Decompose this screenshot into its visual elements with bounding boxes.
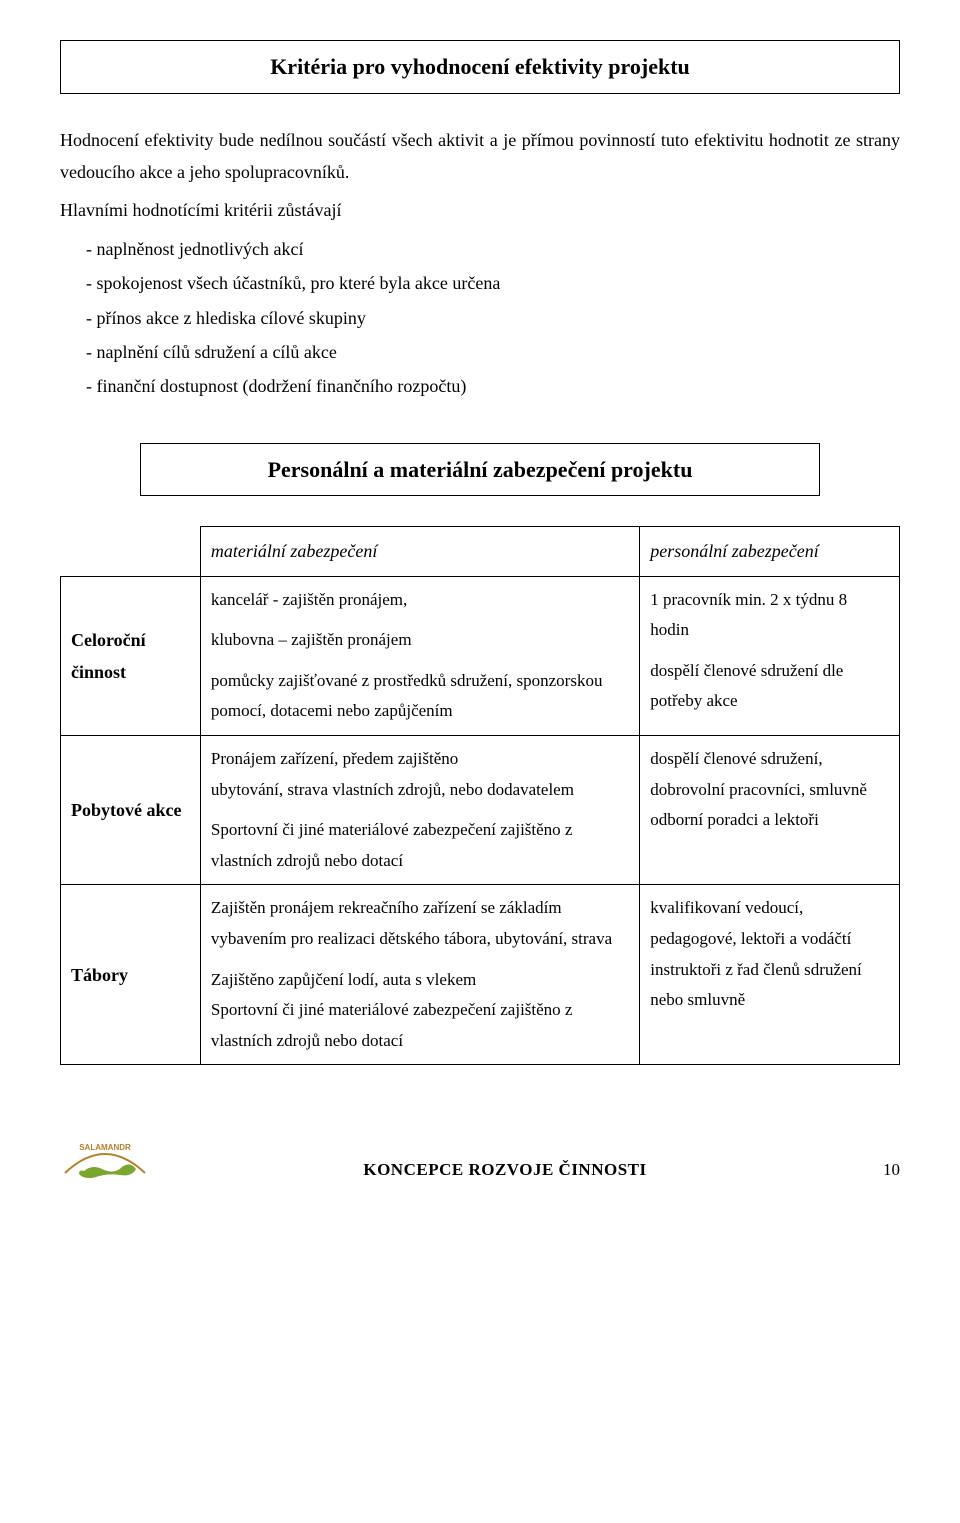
col-header-material: materiální zabezpečení bbox=[200, 527, 639, 576]
cell-text: Zajištěno zapůjčení lodí, auta s vlekem bbox=[211, 965, 629, 996]
cell-text: dospělí členové sdružení dle potřeby akc… bbox=[650, 656, 889, 717]
cell-material: Pronájem zařízení, předem zajištěno ubyt… bbox=[200, 736, 639, 885]
cell-text: kvalifikovaní vedoucí, pedagogové, lekto… bbox=[650, 893, 889, 1015]
intro-paragraph-2: Hlavními hodnotícími kritérii zůstávají bbox=[60, 194, 900, 226]
intro-paragraph-1: Hodnocení efektivity bude nedílnou součá… bbox=[60, 124, 900, 189]
table-corner-blank bbox=[61, 527, 201, 576]
cell-text: kancelář - zajištěn pronájem, bbox=[211, 585, 629, 616]
cell-personal: kvalifikovaní vedoucí, pedagogové, lekto… bbox=[640, 885, 900, 1065]
cell-material: Zajištěn pronájem rekreačního zařízení s… bbox=[200, 885, 639, 1065]
row-label-pobytove: Pobytové akce bbox=[61, 736, 201, 885]
criteria-item: naplněnost jednotlivých akcí bbox=[60, 233, 900, 265]
criteria-item: spokojenost všech účastníků, pro které b… bbox=[60, 267, 900, 299]
cell-personal: dospělí členové sdružení, dobrovolní pra… bbox=[640, 736, 900, 885]
cell-material: kancelář - zajištěn pronájem, klubovna –… bbox=[200, 576, 639, 735]
cell-text: pomůcky zajišťované z prostředků sdružen… bbox=[211, 666, 629, 727]
criteria-item: naplnění cílů sdružení a cílů akce bbox=[60, 336, 900, 368]
cell-text: klubovna – zajištěn pronájem bbox=[211, 625, 629, 656]
heading-resources: Personální a materiální zabezpečení proj… bbox=[140, 443, 820, 497]
criteria-list: naplněnost jednotlivých akcí spokojenost… bbox=[60, 233, 900, 403]
cell-text: Sportovní či jiné materiálové zabezpečen… bbox=[211, 815, 629, 876]
criteria-item: finanční dostupnost (dodržení finančního… bbox=[60, 370, 900, 402]
footer-title: KONCEPCE ROZVOJE ČINNOSTI bbox=[363, 1155, 646, 1186]
cell-text: ubytování, strava vlastních zdrojů, nebo… bbox=[211, 775, 629, 806]
col-header-personal: personální zabezpečení bbox=[640, 527, 900, 576]
cell-personal: 1 pracovník min. 2 x týdnu 8 hodin dospě… bbox=[640, 576, 900, 735]
cell-text: Pronájem zařízení, předem zajištěno bbox=[211, 744, 629, 775]
cell-text: 1 pracovník min. 2 x týdnu 8 hodin bbox=[650, 585, 889, 646]
table-row: Pobytové akce Pronájem zařízení, předem … bbox=[61, 736, 900, 885]
resources-table: materiální zabezpečení personální zabezp… bbox=[60, 526, 900, 1065]
cell-text: Sportovní či jiné materiálové zabezpečen… bbox=[211, 995, 629, 1056]
footer-logo: SALAMANDR bbox=[60, 1125, 150, 1185]
row-label-tabory: Tábory bbox=[61, 885, 201, 1065]
page-footer: SALAMANDR KONCEPCE ROZVOJE ČINNOSTI 10 bbox=[60, 1125, 900, 1185]
row-label-celorocni: Celoroční činnost bbox=[61, 576, 201, 735]
table-row: Tábory Zajištěn pronájem rekreačního zař… bbox=[61, 885, 900, 1065]
cell-text: Zajištěn pronájem rekreačního zařízení s… bbox=[211, 893, 629, 954]
heading-criteria: Kritéria pro vyhodnocení efektivity proj… bbox=[60, 40, 900, 94]
svg-text:SALAMANDR: SALAMANDR bbox=[79, 1143, 131, 1152]
cell-text: dospělí členové sdružení, dobrovolní pra… bbox=[650, 744, 889, 836]
table-row: Celoroční činnost kancelář - zajištěn pr… bbox=[61, 576, 900, 735]
footer-page-number: 10 bbox=[860, 1155, 900, 1186]
salamander-logo-icon: SALAMANDR bbox=[60, 1125, 150, 1185]
criteria-item: přínos akce z hlediska cílové skupiny bbox=[60, 302, 900, 334]
